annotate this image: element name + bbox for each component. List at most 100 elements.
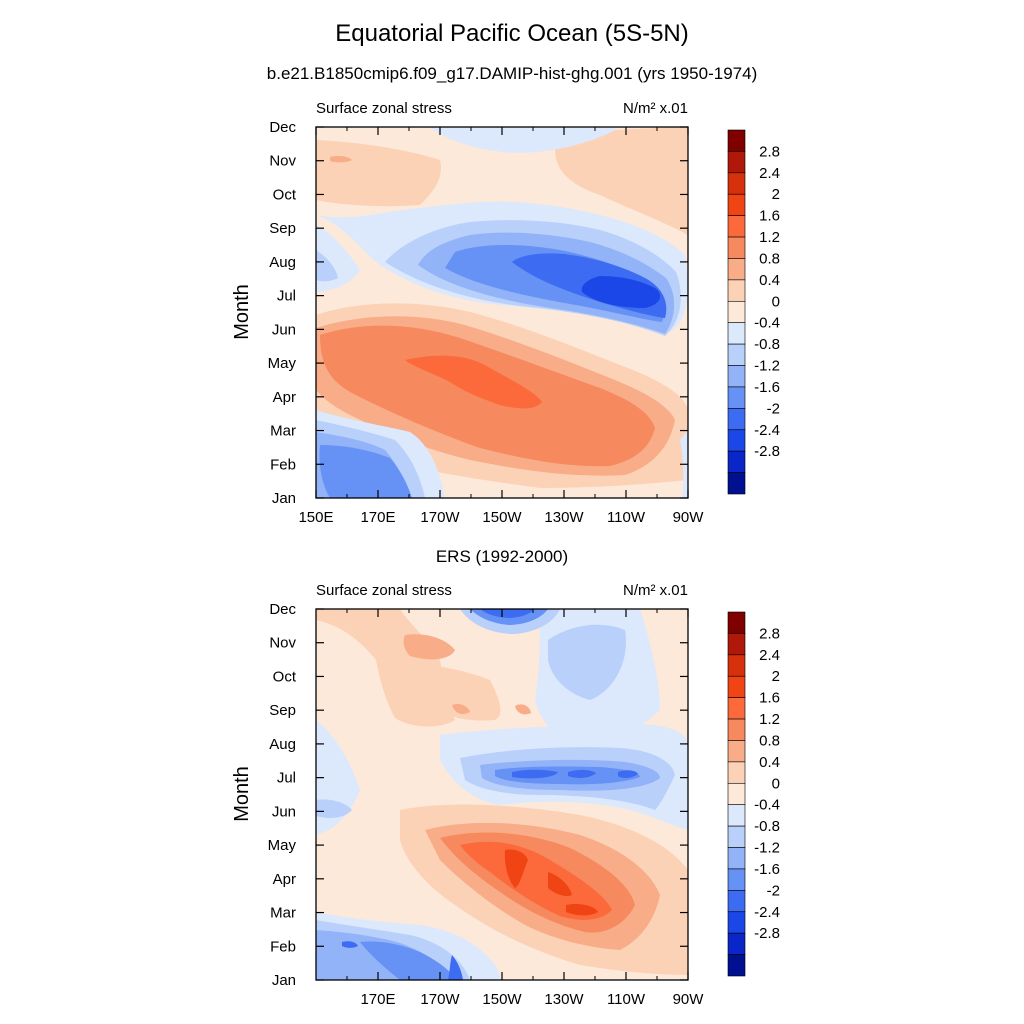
colorbar-label: -2.4 <box>754 422 780 439</box>
colorbar-label: 2 <box>772 668 780 685</box>
y-tick-label: Dec <box>269 601 296 618</box>
colorbar-label: 1.6 <box>759 690 780 707</box>
x-tick-label: 110W <box>607 991 646 1008</box>
y-tick-label: May <box>268 837 297 854</box>
colorbar-label: -1.2 <box>754 840 780 857</box>
colorbar-top: 2.8 2.4 2 1.6 1.2 0.8 0.4 0 -0.4 -0.8 -1.2 -1.6 -2 -2… <box>727 129 780 495</box>
colorbar-label: 0.4 <box>759 754 780 771</box>
colorbar-box <box>727 193 746 216</box>
colorbar-label: -2 <box>767 400 780 417</box>
bottom-right-label: N/m² x.01 <box>623 582 688 599</box>
colorbar-box <box>727 129 746 152</box>
contour-fill <box>360 941 455 980</box>
colorbar-label: -0.8 <box>754 336 780 353</box>
x-tick-label: 170E <box>360 991 395 1008</box>
x-tick-label: 150W <box>482 509 522 526</box>
tick-marks <box>315 126 689 499</box>
contour-fill <box>405 355 542 409</box>
x-tick-label: 130W <box>544 991 584 1008</box>
contour-fill <box>555 127 688 235</box>
y-tick-label: May <box>268 355 297 372</box>
colorbar-label: 2.4 <box>759 165 780 182</box>
colorbar-box <box>727 868 746 891</box>
colorbar-box <box>727 890 746 913</box>
contour-fill <box>319 445 412 498</box>
colorbar-label: 2 <box>772 186 780 203</box>
x-tick-label: 130W <box>544 509 584 526</box>
x-tick-label: 170W <box>420 509 460 526</box>
y-tick-label: Jun <box>272 803 296 820</box>
top-contours <box>316 127 688 498</box>
contour-fill <box>566 903 598 916</box>
colorbar-box <box>727 611 746 634</box>
colorbar-box <box>727 215 746 238</box>
bottom-y-axis-title: Month <box>231 766 253 822</box>
colorbar-label: -1.6 <box>754 379 780 396</box>
colorbar-label: 1.2 <box>759 711 780 728</box>
colorbar-box <box>727 365 746 388</box>
y-tick-label: Mar <box>270 423 296 440</box>
contour-fill <box>330 156 352 163</box>
top-left-label: Surface zonal stress <box>316 100 452 117</box>
bottom-left-label: Surface zonal stress <box>316 582 452 599</box>
contour-fill <box>581 276 661 308</box>
contour-fill <box>548 624 626 700</box>
x-tick-label: 170W <box>420 991 460 1008</box>
contour-fill <box>342 941 358 948</box>
panel-top: 150E 170E 170W 150W 130W 110W 90W Jan Feb Mar Apr… <box>231 100 704 526</box>
colorbar-label: -0.8 <box>754 818 780 835</box>
contour-fill <box>316 250 338 282</box>
colorbar-box <box>727 408 746 431</box>
colorbar-label: -2.4 <box>754 904 780 921</box>
y-tick-label: Jul <box>277 770 296 787</box>
contour-fill <box>548 872 572 897</box>
colorbar-box <box>727 804 746 827</box>
colorbar-box <box>727 386 746 409</box>
x-tick-label: 150E <box>298 509 333 526</box>
main-title: Equatorial Pacific Ocean (5S-5N) <box>335 20 689 47</box>
x-tick-labels: 170E 170W 150W 130W 110W 90W <box>360 991 704 1008</box>
y-tick-label: Oct <box>273 186 297 203</box>
colorbar-box <box>727 847 746 870</box>
colorbar-box <box>727 782 746 806</box>
colorbar-bottom: 2.8 2.4 2 1.6 1.2 0.8 0.4 0 -0.4 -0.8 -1.2 -1.6 -2 -2… <box>727 611 780 977</box>
contour-fill <box>430 127 620 153</box>
top-right-label: N/m² x.01 <box>623 100 688 117</box>
colorbar-label: -0.4 <box>754 315 780 332</box>
colorbar-label: -1.2 <box>754 358 780 375</box>
y-tick-label: Nov <box>269 153 296 170</box>
colorbar-box <box>727 911 746 934</box>
colorbar-box <box>727 697 746 720</box>
contour-fill <box>460 841 612 920</box>
colorbar-label: 0 <box>772 293 780 310</box>
tick-marks <box>316 608 689 981</box>
contour-fill <box>568 769 596 778</box>
colorbar-box <box>727 675 746 698</box>
colorbar-label: 0.8 <box>759 250 780 267</box>
y-tick-label: Sep <box>269 220 296 237</box>
panel2-title: ERS (1992-2000) <box>435 547 569 566</box>
colorbar-box <box>727 954 746 977</box>
run-subtitle: b.e21.B1850cmip6.f09_g17.DAMIP-hist-ghg.… <box>266 64 758 83</box>
colorbar-label: 2.8 <box>759 625 780 642</box>
y-tick-label: Mar <box>270 905 296 922</box>
colorbar-label: 0.4 <box>759 272 780 289</box>
colorbar-box <box>727 761 746 784</box>
colorbar-label: -2 <box>767 882 780 899</box>
colorbar-label: 1.6 <box>759 208 780 225</box>
y-tick-labels: Jan Feb Mar Apr May Jun Jul Aug Sep Oct Nov Dec <box>268 119 297 507</box>
y-tick-label: Jul <box>277 288 296 305</box>
colorbar-box <box>727 258 746 281</box>
contour-fill <box>515 704 531 715</box>
x-tick-label: 90W <box>673 509 705 526</box>
y-tick-label: Feb <box>270 456 296 473</box>
y-tick-label: Apr <box>273 871 296 888</box>
colorbar-box <box>727 300 746 324</box>
y-tick-label: Sep <box>269 702 296 719</box>
y-tick-label: Aug <box>269 254 296 271</box>
colorbar-box <box>727 825 746 848</box>
top-y-axis-title: Month <box>231 284 253 340</box>
x-tick-label: 170E <box>360 509 395 526</box>
colorbar-label: 2.8 <box>759 143 780 160</box>
